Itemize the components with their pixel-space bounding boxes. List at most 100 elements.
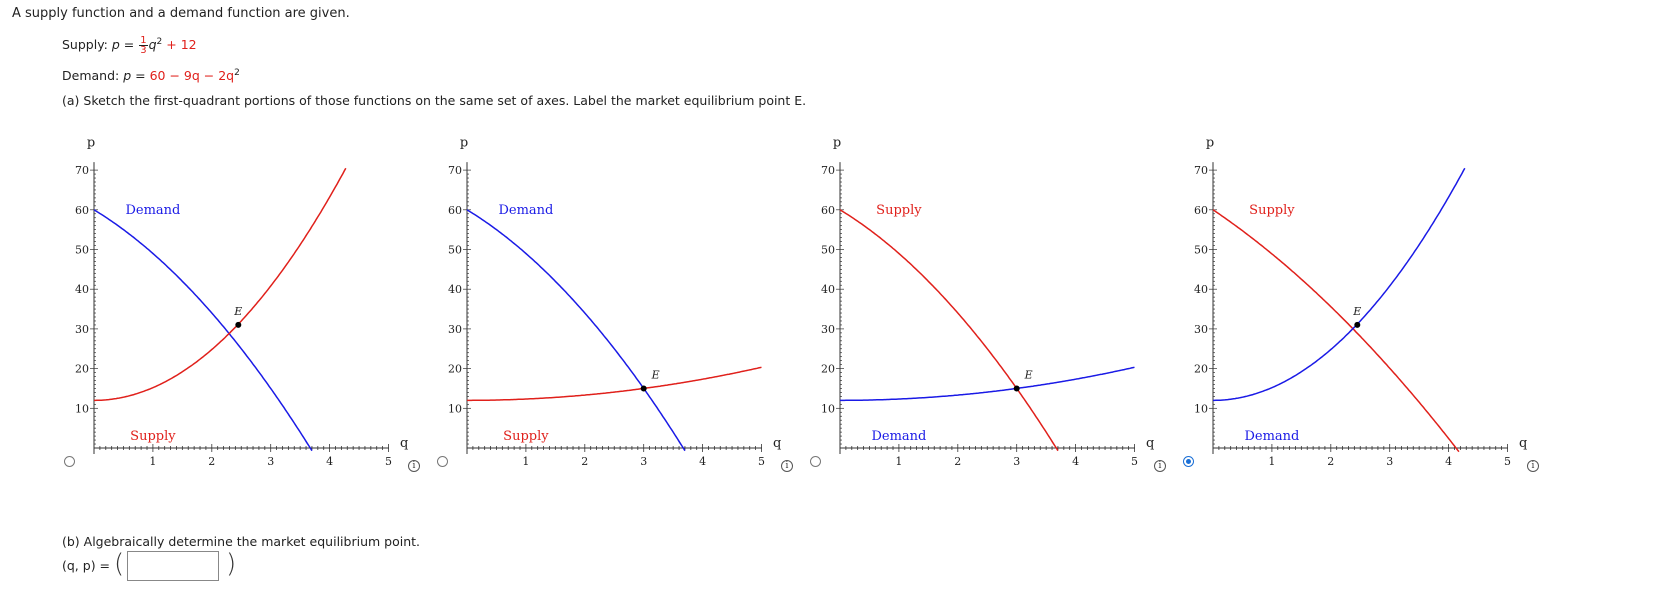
x-tick-label: 2 — [1327, 455, 1334, 468]
y-axis-label: p — [460, 135, 468, 150]
x-tick-label: 3 — [1386, 455, 1393, 468]
x-tick-label: 1 — [522, 455, 529, 468]
y-tick-label: 70 — [1194, 164, 1208, 177]
y-axis-label: p — [1206, 135, 1214, 150]
demand-label: Demand: — [62, 68, 124, 84]
x-tick-label: 5 — [385, 455, 392, 468]
y-tick-label: 60 — [75, 204, 89, 217]
equilibrium-answer-input[interactable] — [127, 551, 219, 581]
y-tick-label: 10 — [821, 402, 835, 415]
x-tick-label: 5 — [758, 455, 765, 468]
y-tick-label: 70 — [448, 164, 462, 177]
x-tick-label: 4 — [326, 455, 333, 468]
equilibrium-point — [1013, 385, 1020, 392]
y-tick-label: 30 — [75, 323, 89, 336]
supply-series-label: Supply — [503, 429, 549, 444]
x-tick-label: 3 — [640, 455, 647, 468]
supply-curve — [94, 167, 347, 402]
info-icon[interactable]: i — [408, 460, 420, 472]
x-axis-label: q — [400, 436, 408, 451]
y-tick-label: 40 — [1194, 283, 1208, 296]
demand-curve — [1213, 167, 1466, 402]
x-tick-label: 4 — [1445, 455, 1452, 468]
open-paren: ( — [114, 549, 125, 579]
y-tick-label: 50 — [821, 244, 835, 257]
y-tick-label: 30 — [448, 323, 462, 336]
answer-label: (q, p) = — [62, 558, 111, 573]
x-tick-label: 2 — [581, 455, 588, 468]
equilibrium-label: E — [1024, 368, 1033, 381]
x-tick-label: 5 — [1504, 455, 1511, 468]
x-tick-label: 1 — [149, 455, 156, 468]
demand-series-label: Demand — [871, 429, 926, 444]
equilibrium-label: E — [1352, 305, 1361, 318]
x-tick-label: 3 — [267, 455, 274, 468]
x-tick-label: 2 — [208, 455, 215, 468]
y-tick-label: 50 — [448, 244, 462, 257]
y-tick-label: 10 — [1194, 402, 1208, 415]
demand-equation: Demand: p = 60 − 9q − 2q2 — [62, 68, 240, 84]
x-tick-label: 2 — [954, 455, 961, 468]
x-axis-label: q — [1146, 436, 1154, 451]
info-icon[interactable]: i — [781, 460, 793, 472]
y-axis-label: p — [87, 135, 95, 150]
demand-series-label: Demand — [125, 203, 180, 218]
supply-curve — [467, 366, 762, 402]
supply-curve — [1212, 209, 1460, 453]
graph-option-d: 1 2 3 4 5 10 20 30 40 50 60 70 q p Supply Demand E — [1194, 135, 1527, 468]
y-tick-label: 60 — [821, 204, 835, 217]
equilibrium-label: E — [233, 305, 242, 318]
y-tick-label: 50 — [75, 244, 89, 257]
supply-series-label: Supply — [1249, 203, 1295, 218]
equilibrium-point — [235, 321, 242, 328]
y-tick-label: 60 — [448, 204, 462, 217]
supply-series-label: Supply — [876, 203, 922, 218]
y-tick-label: 20 — [1194, 363, 1208, 376]
y-tick-label: 60 — [1194, 204, 1208, 217]
y-tick-label: 40 — [75, 283, 89, 296]
y-axis-label: p — [833, 135, 841, 150]
y-tick-label: 30 — [1194, 323, 1208, 336]
part-a-text: (a) Sketch the first-quadrant portions o… — [62, 93, 807, 108]
demand-curve — [466, 209, 686, 452]
radio-option-b[interactable] — [437, 456, 448, 467]
part-b-text: (b) Algebraically determine the market e… — [62, 534, 420, 549]
x-tick-label: 1 — [895, 455, 902, 468]
supply-curve — [839, 209, 1059, 452]
x-tick-label: 3 — [1013, 455, 1020, 468]
info-icon[interactable]: i — [1154, 460, 1166, 472]
y-tick-label: 70 — [75, 164, 89, 177]
y-tick-label: 20 — [75, 363, 89, 376]
demand-series-label: Demand — [1244, 429, 1299, 444]
graph-option-b: 1 2 3 4 5 10 20 30 40 50 60 70 q p Demand Supply E — [448, 135, 781, 468]
graph-option-a: 1 2 3 4 5 10 20 30 40 50 60 70 q p Demand Supply E — [75, 135, 408, 468]
y-tick-label: 70 — [821, 164, 835, 177]
radio-option-c[interactable] — [810, 456, 821, 467]
info-icon[interactable]: i — [1527, 460, 1539, 472]
x-axis-label: q — [1519, 436, 1527, 451]
supply-label: Supply: — [62, 37, 112, 52]
demand-curve — [840, 366, 1135, 402]
demand-curve — [93, 209, 313, 452]
y-tick-label: 20 — [821, 363, 835, 376]
equilibrium-point — [1354, 321, 1361, 328]
y-tick-label: 10 — [448, 402, 462, 415]
y-tick-label: 30 — [821, 323, 835, 336]
close-paren: ) — [226, 549, 237, 579]
equilibrium-label: E — [651, 368, 660, 381]
graph-option-c: 1 2 3 4 5 10 20 30 40 50 60 70 q p Supply Demand E — [821, 135, 1154, 468]
y-tick-label: 40 — [448, 283, 462, 296]
x-tick-label: 4 — [699, 455, 706, 468]
x-tick-label: 1 — [1268, 455, 1275, 468]
x-tick-label: 4 — [1072, 455, 1079, 468]
radio-option-d[interactable] — [1183, 456, 1194, 467]
x-tick-label: 5 — [1131, 455, 1138, 468]
supply-equation: Supply: p = 1 3 q2 + 12 — [62, 35, 197, 56]
supply-series-label: Supply — [130, 429, 176, 444]
y-tick-label: 10 — [75, 402, 89, 415]
problem-intro: A supply function and a demand function … — [12, 6, 350, 21]
equilibrium-point — [640, 385, 647, 392]
demand-series-label: Demand — [498, 203, 553, 218]
radio-option-a[interactable] — [64, 456, 75, 467]
